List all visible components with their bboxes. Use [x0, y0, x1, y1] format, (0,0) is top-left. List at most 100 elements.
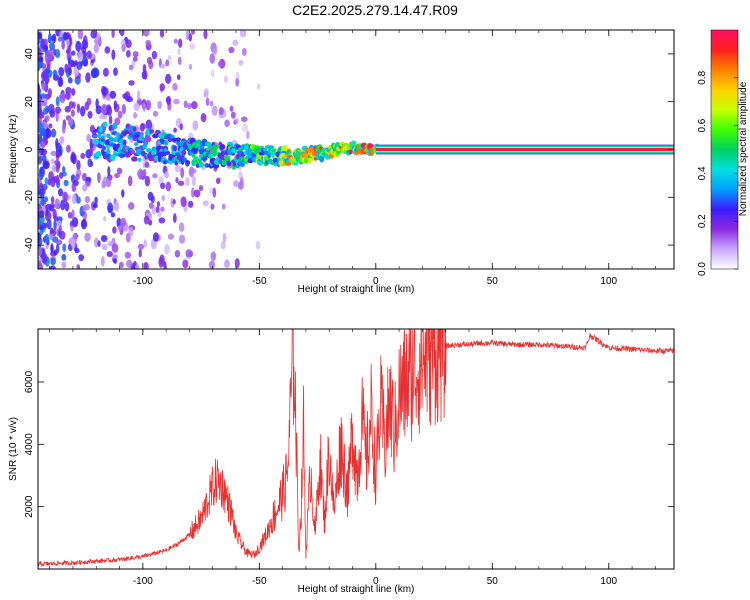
noise-speckle	[41, 252, 48, 264]
noise-speckle	[202, 200, 209, 207]
snr-x-axis-label: Height of straight line (km)	[298, 584, 415, 595]
noise-speckle	[107, 166, 111, 177]
snr-frame	[37, 328, 675, 570]
noise-speckle	[176, 74, 181, 81]
noise-speckle	[121, 189, 125, 198]
noise-speckle	[39, 188, 46, 195]
noise-speckle	[61, 166, 66, 174]
y-tick-label: -40	[24, 237, 35, 252]
noise-speckle	[106, 250, 113, 258]
noise-speckle	[65, 91, 71, 100]
noise-speckle	[125, 39, 132, 49]
noise-speckle	[145, 119, 153, 131]
ridge-blob	[112, 122, 118, 130]
noise-speckle	[145, 99, 152, 111]
noise-speckle	[59, 30, 64, 37]
noise-speckle	[77, 30, 84, 40]
ridge-blob	[195, 158, 202, 164]
noise-speckle	[185, 176, 190, 187]
noise-speckle	[221, 203, 226, 210]
ridge-blob	[131, 156, 138, 162]
noise-speckle	[46, 218, 52, 230]
noise-speckle	[93, 43, 99, 54]
noise-speckle	[180, 196, 187, 208]
noise-speckle	[192, 120, 199, 131]
noise-speckle	[177, 48, 181, 56]
noise-speckle	[190, 30, 195, 35]
noise-speckle	[38, 51, 43, 58]
noise-speckle	[167, 233, 175, 240]
ridge-blob	[225, 156, 231, 161]
ridge-blob	[97, 133, 102, 139]
noise-speckle	[67, 118, 74, 127]
ridge-blob	[304, 157, 309, 164]
noise-speckle	[89, 160, 94, 167]
noise-speckle	[79, 105, 86, 117]
noise-speckle	[55, 30, 61, 37]
noise-speckle	[68, 67, 72, 76]
snr-panel: -100 -50 0 50 100 2000 4000 6000 Height of str…	[8, 328, 675, 595]
noise-speckle	[101, 85, 107, 96]
noise-speckle	[67, 56, 72, 65]
spectrogram-ridge	[93, 121, 674, 170]
noise-speckle	[210, 251, 217, 262]
noise-speckle	[71, 50, 76, 56]
noise-speckle	[164, 171, 170, 179]
spectrogram-y-ticks: -40 -20 0 20 40	[24, 48, 674, 252]
noise-speckle	[90, 30, 97, 39]
ridge-blob	[226, 161, 232, 167]
colorbar: 0.0 0.2 0.4 0.6 0.8 Normalized spectral ampl…	[697, 29, 749, 276]
ridge-blob	[205, 147, 210, 152]
y-tick-label: -20	[24, 190, 35, 205]
noise-speckle	[209, 53, 216, 64]
ridge-blob	[206, 142, 212, 148]
noise-speckle	[50, 196, 55, 204]
noise-speckle	[222, 232, 227, 243]
noise-speckle	[112, 226, 117, 234]
noise-speckle	[40, 111, 45, 119]
noise-speckle	[152, 110, 159, 117]
noise-speckle	[61, 253, 67, 261]
noise-speckle	[102, 67, 109, 77]
noise-speckle	[89, 147, 94, 157]
ridge-blob	[135, 131, 142, 136]
spectrogram-x-axis-label: Height of straight line (km)	[298, 284, 415, 295]
noise-speckle	[85, 176, 92, 182]
colorbar-ticks: 0.0 0.2 0.4 0.6 0.8	[697, 70, 738, 276]
noise-speckle	[234, 118, 239, 124]
x-tick-label: 100	[600, 576, 617, 587]
noise-speckle	[189, 43, 196, 50]
noise-speckle	[241, 123, 249, 133]
noise-speckle	[160, 182, 166, 190]
ridge-blob	[109, 155, 116, 161]
noise-speckle	[185, 249, 193, 258]
noise-speckle	[148, 202, 154, 209]
noise-speckle	[44, 177, 49, 186]
noise-speckle	[71, 238, 76, 249]
noise-speckle	[142, 168, 147, 177]
ridge-blob	[198, 162, 205, 168]
ridge-blob	[258, 151, 265, 156]
noise-speckle	[41, 82, 47, 91]
noise-speckle	[55, 162, 60, 173]
noise-speckle	[56, 148, 60, 158]
ridge-blob	[185, 159, 190, 167]
noise-speckle	[211, 69, 215, 78]
noise-speckle	[50, 158, 55, 164]
noise-speckle	[50, 176, 56, 188]
noise-speckle	[78, 254, 85, 262]
colorbar-label: Normalized spectral amplitude	[738, 81, 749, 216]
ridge-blob	[165, 151, 171, 155]
noise-speckle	[60, 199, 66, 211]
noise-speckle	[220, 241, 226, 250]
noise-speckle	[52, 69, 58, 77]
noise-speckle	[59, 136, 65, 144]
noise-speckle	[223, 75, 229, 84]
noise-speckle	[64, 63, 69, 74]
noise-speckle	[82, 56, 89, 67]
spectrogram-panel: -100 -50 0 50 100 -40 -20 0 20 40 Height of stra…	[8, 29, 675, 295]
ridge-blob	[101, 145, 107, 151]
noise-speckle	[177, 38, 183, 49]
noise-speckle	[113, 100, 118, 110]
noise-speckle	[81, 219, 86, 228]
